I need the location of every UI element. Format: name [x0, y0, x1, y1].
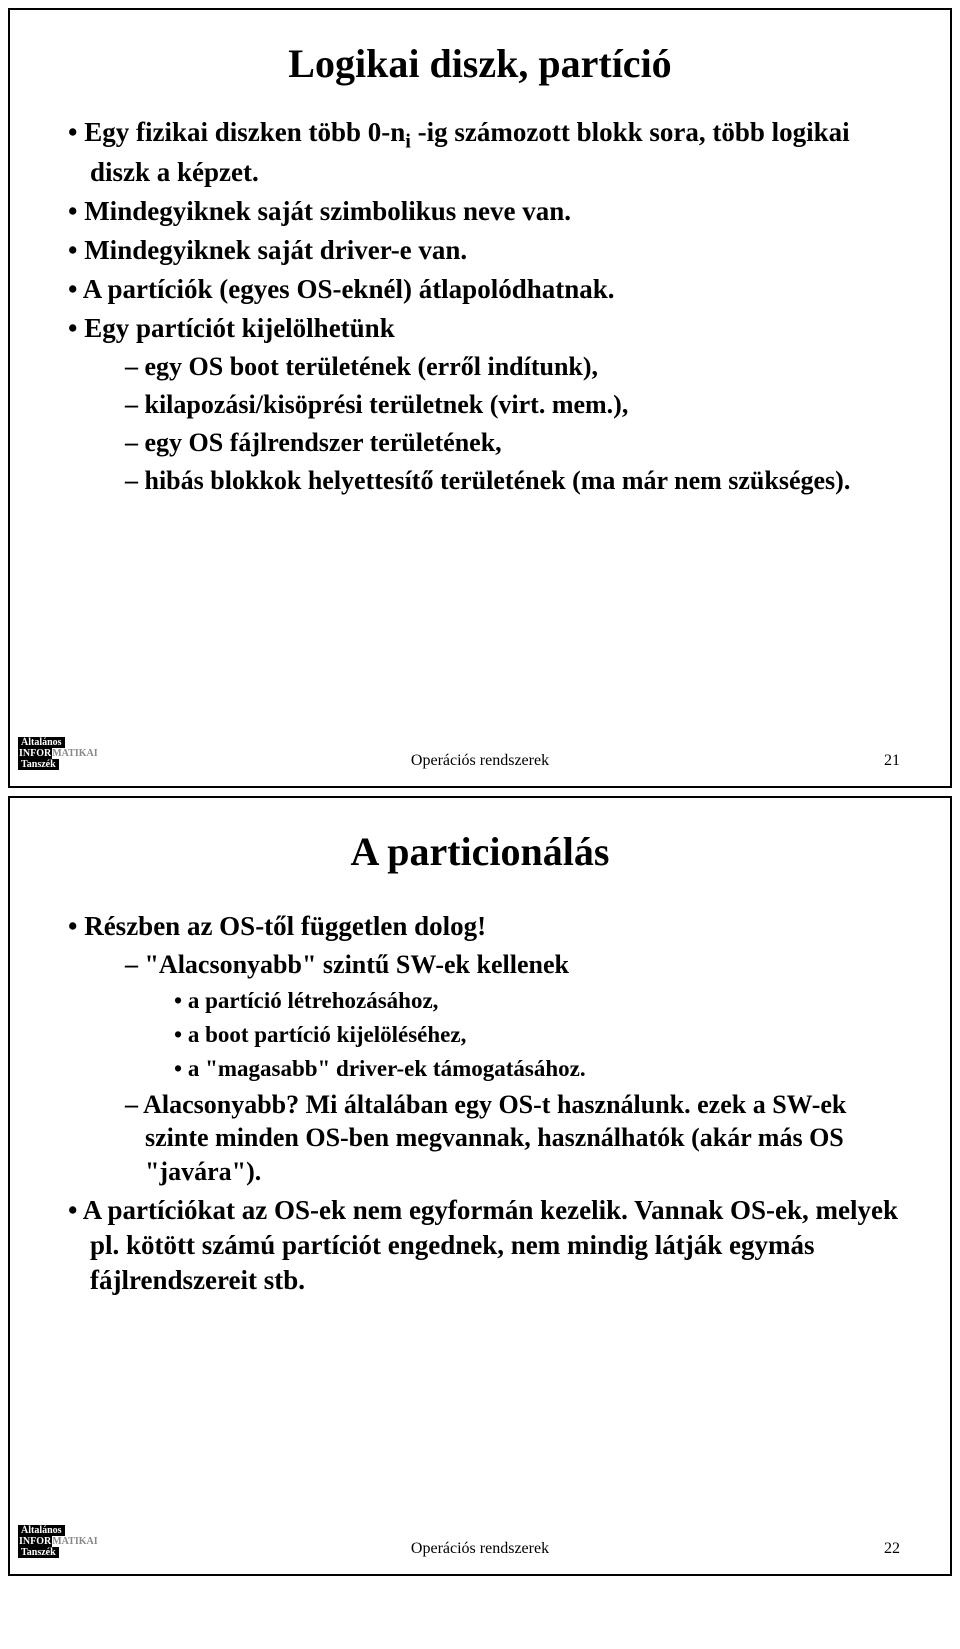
bullet-item: A partíciókat az OS-ek nem egyformán kez… [60, 1193, 900, 1298]
sub-bullet-item: kilapozási/kisöprési területnek (virt. m… [120, 388, 900, 422]
bullet-item: Egy fizikai diszken több 0-ni -ig számoz… [60, 115, 900, 190]
bullet-list-level2: "Alacsonyabb" szintű SW-ek kellenek a pa… [90, 948, 900, 1189]
bullet-list-level1: Egy fizikai diszken több 0-ni -ig számoz… [60, 115, 900, 497]
footer-logo: Általános INFORMATIKAI Tanszék [18, 737, 98, 770]
slide-title: Logikai diszk, partíció [60, 40, 900, 87]
bullet-item: Részben az OS-től független dolog! "Alac… [60, 909, 900, 1189]
sub-sub-bullet-item: a boot partíció kijelöléséhez, [170, 1020, 900, 1050]
sub-bullet-item: egy OS fájlrendszer területének, [120, 426, 900, 460]
bullet-item: Mindegyiknek saját szimbolikus neve van. [60, 194, 900, 229]
slide-1: Logikai diszk, partíció Egy fizikai disz… [8, 8, 952, 788]
bullet-list-level2: egy OS boot területének (erről indítunk)… [90, 350, 900, 497]
sub-bullet-item: hibás blokkok helyettesítő területének (… [120, 464, 900, 498]
slide-2: A particionálás Részben az OS-től függet… [8, 796, 952, 1576]
sub-sub-bullet-item: a partíció létrehozásához, [170, 986, 900, 1016]
sub-bullet-item: Alacsonyabb? Mi általában egy OS-t haszn… [120, 1088, 900, 1189]
bullet-list-level3: a partíció létrehozásához, a boot partíc… [145, 986, 900, 1084]
footer-center-text: Operációs rendszerek [411, 752, 549, 770]
sub-sub-bullet-item: a "magasabb" driver-ek támogatásához. [170, 1054, 900, 1084]
bullet-item: A partíciók (egyes OS-eknél) átlapolódha… [60, 272, 900, 307]
slide-title: A particionálás [60, 828, 900, 875]
bullet-item: Egy partíciót kijelölhetünk egy OS boot … [60, 311, 900, 497]
slide-footer: Általános INFORMATIKAI Tanszék Operációs… [10, 737, 950, 770]
sub-bullet-item: egy OS boot területének (erről indítunk)… [120, 350, 900, 384]
bullet-item: Mindegyiknek saját driver-e van. [60, 233, 900, 268]
sub-bullet-item: "Alacsonyabb" szintű SW-ek kellenek a pa… [120, 948, 900, 1083]
bullet-list-level1: Részben az OS-től független dolog! "Alac… [60, 909, 900, 1298]
footer-page-number: 21 [884, 752, 900, 770]
footer-page-number: 22 [884, 1540, 900, 1558]
slide-footer: Általános INFORMATIKAI Tanszék Operációs… [10, 1525, 950, 1558]
footer-center-text: Operációs rendszerek [411, 1540, 549, 1558]
footer-logo: Általános INFORMATIKAI Tanszék [18, 1525, 98, 1558]
